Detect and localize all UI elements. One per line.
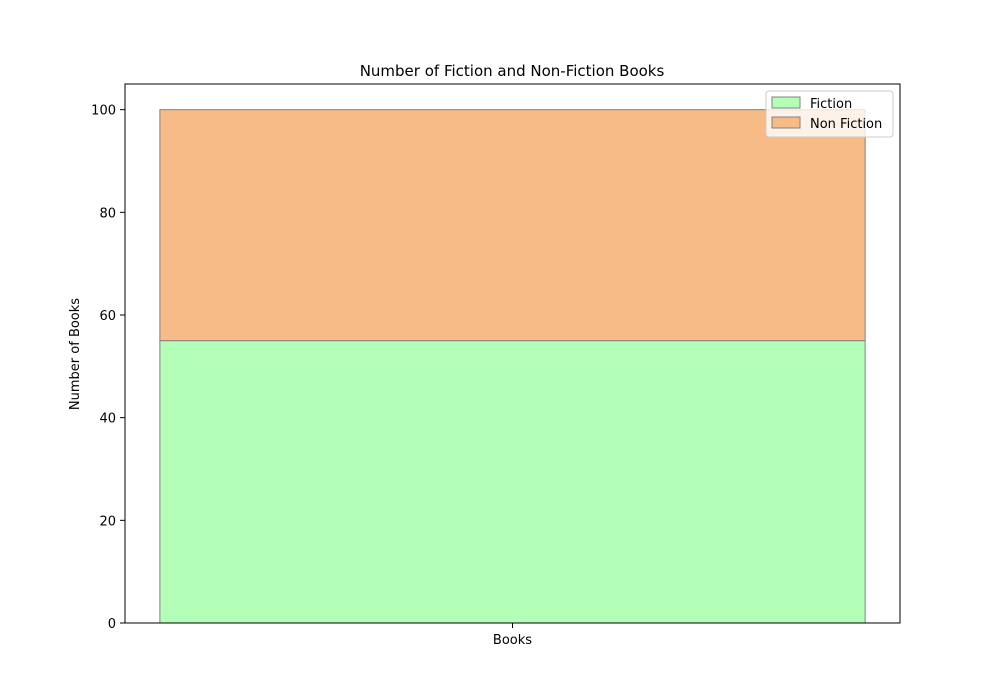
bars-group (159, 109, 866, 624)
legend: Fiction Non Fiction (765, 90, 894, 138)
plot-frame (124, 83, 901, 624)
y-axis: 0 20 40 60 80 100 (91, 104, 125, 632)
y-tick-label: 60 (99, 309, 116, 324)
bar-non-fiction (159, 109, 866, 342)
x-axis: Books (493, 623, 532, 648)
x-tick-label: Books (493, 633, 532, 648)
y-tick-label: 80 (99, 206, 116, 221)
y-tick-label: 0 (108, 617, 116, 632)
chart-title: Number of Fiction and Non-Fiction Books (360, 62, 665, 80)
y-axis-label: Number of Books (68, 298, 83, 410)
y-tick-label: 100 (91, 104, 116, 119)
y-tick-label: 40 (99, 412, 116, 427)
y-tick-label: 20 (99, 514, 116, 529)
bar-fiction (159, 340, 866, 624)
legend-swatch (771, 116, 801, 129)
legend-swatch (771, 96, 801, 109)
legend-label: Fiction (810, 97, 852, 112)
legend-label: Non Fiction (810, 117, 882, 132)
